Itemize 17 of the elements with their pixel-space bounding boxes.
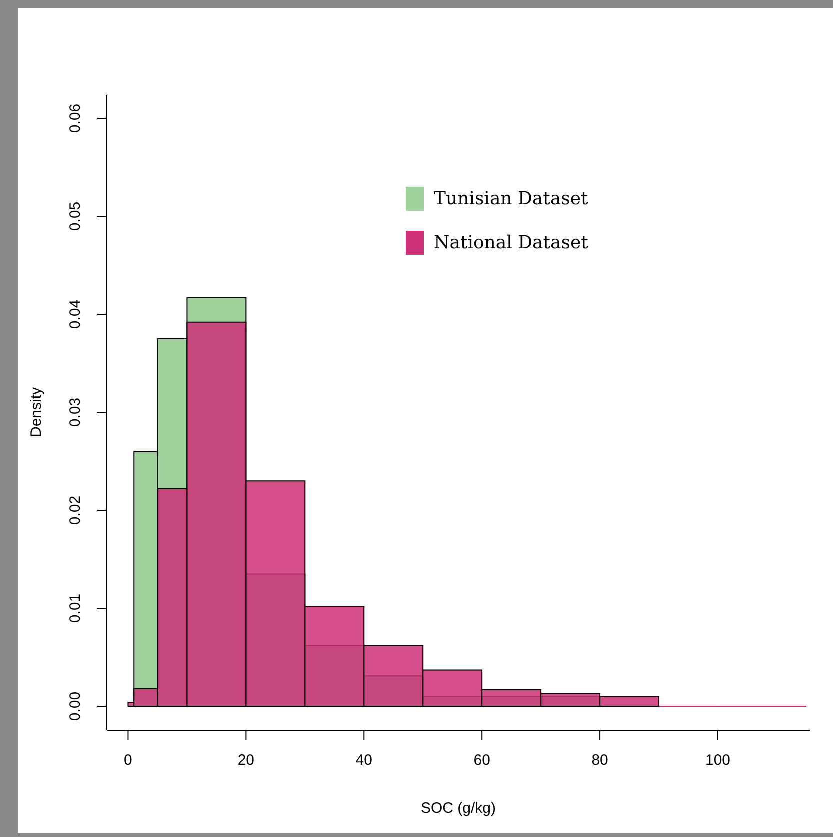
x-tick-label: 0 [124, 752, 132, 770]
y-tick-label: 0.06 [67, 104, 84, 134]
x-tick-label: 60 [474, 752, 490, 770]
y-tick-label: 0.00 [67, 692, 84, 722]
x-tick-label: 20 [238, 752, 255, 770]
y-axis-title: Density [28, 387, 46, 438]
y-tick-label: 0.02 [67, 496, 84, 526]
x-tick-label: 80 [592, 752, 608, 770]
y-tick-label: 0.01 [67, 594, 84, 624]
y-tick-label: 0.03 [67, 398, 84, 428]
legend-label: Tunisian Dataset [434, 188, 590, 210]
x-tick-label: 40 [356, 752, 372, 770]
y-tick-label: 0.05 [67, 202, 84, 232]
legend-label: National Dataset [434, 232, 590, 254]
x-axis-title: SOC (g/kg) [420, 800, 496, 818]
x-tick-label: 100 [705, 752, 731, 770]
y-tick-label: 0.04 [67, 300, 84, 330]
